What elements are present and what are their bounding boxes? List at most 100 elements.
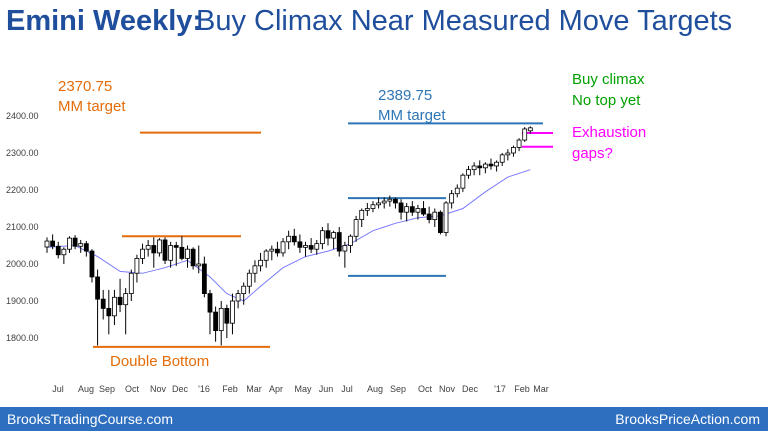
candle-body — [151, 245, 157, 254]
title-bold: Emini Weekly: — [6, 5, 203, 37]
x-tick-label: Nov — [150, 384, 167, 394]
candle-body — [325, 230, 331, 239]
candle-body — [511, 147, 516, 154]
title-row: Emini Weekly: Buy Climax Near Measured M… — [0, 0, 768, 42]
x-tick-label: Feb — [514, 384, 530, 394]
buy-climax-line2: No top yet — [572, 92, 641, 109]
y-tick-label: 1800.00 — [6, 333, 39, 343]
candle-body — [275, 248, 280, 254]
candle-body — [95, 276, 100, 300]
candle-body — [454, 187, 460, 195]
candle-body — [252, 265, 258, 274]
x-tick-label: Sep — [99, 384, 115, 394]
x-tick-label: '16 — [198, 384, 210, 394]
candle-body — [185, 248, 190, 259]
candle-body — [291, 235, 297, 243]
candle-body — [348, 235, 353, 246]
candle-body — [409, 206, 415, 213]
candle-body — [364, 208, 370, 211]
candle-body — [359, 209, 365, 221]
candle-body — [241, 285, 247, 295]
candle-body — [421, 208, 426, 215]
candle-body — [527, 127, 533, 132]
candle-body — [522, 128, 528, 141]
candle-body — [471, 165, 477, 171]
candle-body — [303, 245, 308, 248]
candle-body — [437, 211, 443, 233]
candle-body — [50, 240, 56, 247]
candle-body — [207, 293, 213, 313]
candle-body — [269, 248, 275, 252]
candle-body — [336, 232, 342, 252]
candle-body — [398, 202, 404, 213]
candle-body — [370, 204, 376, 209]
candle-body — [78, 243, 84, 247]
x-tick-label: '17 — [494, 384, 506, 394]
candle-body — [89, 250, 95, 278]
x-tick-label: May — [294, 384, 312, 394]
candles — [44, 126, 533, 346]
level-lines — [93, 122, 553, 348]
candlestick-chart: 1800.00 1900.00 2000.00 2100.00 2200.00 2300.… — [6, 71, 646, 394]
y-axis: 1800.00 1900.00 2000.00 2100.00 2200.00 2300.… — [6, 111, 39, 343]
candle-body — [112, 296, 117, 317]
candle-body — [140, 248, 145, 259]
candle-body — [404, 206, 410, 213]
candle-body — [61, 248, 67, 256]
candle-body — [460, 174, 466, 189]
candle-body — [286, 235, 292, 243]
candle-body — [280, 241, 286, 254]
candle-body — [134, 258, 140, 274]
exhaustion-line2: gaps? — [572, 145, 613, 162]
x-tick-label: Jul — [52, 384, 64, 394]
candle-body — [196, 263, 202, 267]
candle-body — [376, 202, 381, 206]
candle-body — [190, 248, 196, 267]
candle-body — [393, 198, 398, 204]
candle-body — [499, 154, 505, 163]
candle-body — [308, 245, 314, 250]
candle-body — [83, 243, 89, 252]
candle-body — [319, 230, 325, 245]
y-tick-label: 2200.00 — [6, 185, 39, 195]
y-tick-label: 2100.00 — [6, 222, 39, 232]
footer-right-link[interactable]: BrooksPriceAction.com — [615, 411, 760, 427]
candle-body — [482, 163, 488, 169]
x-tick-label: Aug — [78, 384, 94, 394]
candle-body — [224, 307, 230, 324]
candle-body — [494, 161, 500, 167]
candle-body — [213, 311, 219, 332]
candle-body — [72, 237, 78, 247]
x-tick-label: Jun — [319, 384, 334, 394]
candle-body — [426, 213, 432, 221]
y-tick-label: 1900.00 — [6, 296, 39, 306]
x-tick-label: Aug — [367, 384, 383, 394]
candle-body — [381, 200, 387, 204]
candle-body — [123, 293, 129, 306]
x-tick-label: Feb — [222, 384, 238, 394]
x-tick-label: Mar — [246, 384, 262, 394]
title-rest: Buy Climax Near Measured Move Targets — [196, 5, 733, 37]
candle-body — [156, 239, 162, 254]
exhaustion-line1: Exhaustion — [572, 124, 646, 141]
candle-body — [387, 198, 393, 202]
candle-body — [443, 202, 449, 233]
buy-climax-line1: Buy climax — [572, 71, 645, 88]
candle-body — [230, 300, 235, 324]
candle-body — [258, 259, 263, 267]
candle-body — [488, 163, 494, 167]
x-tick-label: Oct — [125, 384, 140, 394]
footer-left-link[interactable]: BrooksTradingCourse.com — [7, 411, 173, 427]
candle-body — [168, 245, 174, 261]
candle-body — [297, 241, 303, 248]
candle-body — [162, 239, 168, 261]
candle-body — [415, 208, 421, 213]
candle-body — [235, 293, 241, 302]
candle-body — [449, 193, 455, 204]
x-tick-label: Dec — [172, 384, 189, 394]
x-axis: Jul Aug Sep Oct Nov Dec '16 Feb Mar Apr May Jun Jul A… — [52, 384, 549, 394]
x-tick-label: Sep — [390, 384, 406, 394]
candle-body — [106, 307, 112, 317]
x-tick-label: Dec — [462, 384, 479, 394]
candle-body — [55, 245, 61, 256]
